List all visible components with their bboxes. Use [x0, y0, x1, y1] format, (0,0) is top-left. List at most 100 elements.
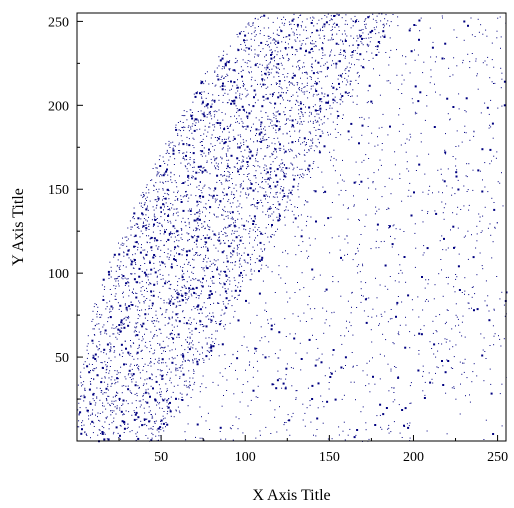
scatter-point	[178, 304, 180, 306]
scatter-point	[156, 204, 158, 206]
scatter-point	[282, 170, 284, 172]
scatter-point	[274, 50, 276, 52]
scatter-point	[485, 358, 487, 359]
scatter-point	[230, 116, 232, 118]
scatter-point	[311, 19, 313, 21]
scatter-point	[333, 311, 335, 313]
scatter-point	[276, 196, 278, 198]
scatter-point	[249, 150, 252, 153]
scatter-point	[135, 281, 137, 283]
scatter-point	[292, 367, 294, 369]
scatter-point	[368, 37, 370, 39]
scatter-point	[350, 96, 352, 97]
scatter-point	[297, 95, 299, 97]
scatter-point	[284, 216, 286, 218]
scatter-point	[227, 148, 229, 150]
scatter-point	[170, 254, 172, 256]
scatter-point	[180, 130, 181, 132]
scatter-point	[293, 13, 295, 15]
scatter-point	[203, 206, 205, 208]
scatter-point	[204, 169, 207, 172]
scatter-point	[148, 235, 150, 237]
scatter-point	[296, 66, 297, 68]
scatter-point	[121, 327, 123, 329]
scatter-point	[293, 337, 296, 340]
scatter-point	[217, 266, 218, 268]
scatter-point	[227, 268, 229, 270]
scatter-point	[347, 253, 348, 255]
scatter-point	[248, 22, 250, 24]
scatter-point	[270, 236, 272, 238]
scatter-point	[153, 223, 155, 226]
scatter-point	[305, 72, 307, 74]
scatter-point	[407, 195, 409, 197]
scatter-point	[218, 56, 220, 58]
scatter-point	[272, 204, 274, 205]
scatter-point	[130, 228, 132, 230]
scatter-point	[438, 191, 440, 193]
scatter-point	[186, 143, 188, 144]
scatter-point	[179, 120, 181, 122]
scatter-point	[367, 177, 369, 179]
scatter-point	[144, 345, 146, 347]
scatter-point	[166, 282, 168, 284]
scatter-point	[247, 188, 249, 190]
scatter-point	[204, 184, 206, 186]
scatter-point	[111, 422, 113, 424]
scatter-point	[414, 85, 417, 88]
scatter-point	[266, 179, 268, 180]
scatter-point	[222, 119, 224, 121]
scatter-point	[84, 431, 86, 433]
scatter-point	[165, 311, 167, 313]
scatter-point	[158, 159, 160, 161]
scatter-point	[236, 87, 237, 89]
scatter-point	[146, 328, 148, 330]
scatter-point	[273, 117, 275, 119]
scatter-point	[483, 439, 485, 440]
scatter-point	[262, 83, 265, 86]
scatter-point	[128, 373, 130, 375]
scatter-point	[341, 76, 343, 78]
scatter-point	[168, 302, 171, 305]
scatter-point	[183, 110, 185, 112]
scatter-point	[106, 365, 108, 367]
scatter-point	[441, 343, 443, 345]
scatter-point	[164, 163, 166, 164]
scatter-point	[135, 262, 136, 264]
scatter-point	[169, 280, 170, 282]
scatter-point	[318, 117, 320, 119]
scatter-point	[256, 258, 258, 260]
scatter-point	[304, 112, 306, 114]
scatter-point	[325, 76, 327, 78]
scatter-point	[172, 391, 174, 393]
scatter-point	[435, 330, 437, 331]
scatter-point	[162, 422, 165, 425]
scatter-point	[195, 253, 196, 255]
scatter-point	[423, 61, 425, 63]
scatter-point	[178, 278, 180, 280]
scatter-point	[182, 122, 184, 123]
scatter-point	[205, 97, 207, 99]
scatter-point	[134, 393, 136, 395]
scatter-point	[226, 235, 228, 237]
scatter-point	[175, 124, 177, 126]
scatter-point	[225, 76, 227, 77]
scatter-point	[467, 258, 469, 260]
scatter-point	[189, 164, 191, 166]
scatter-point	[192, 347, 194, 349]
scatter-point	[340, 134, 342, 136]
scatter-point	[298, 105, 300, 106]
scatter-point	[236, 163, 238, 165]
scatter-point	[288, 34, 291, 37]
scatter-point	[147, 437, 149, 439]
scatter-point	[253, 204, 255, 206]
scatter-point	[219, 321, 221, 322]
scatter-point	[218, 302, 220, 304]
scatter-point	[199, 210, 201, 212]
scatter-point	[260, 248, 262, 250]
scatter-point	[188, 386, 190, 388]
scatter-point	[271, 120, 273, 122]
scatter-point	[202, 324, 204, 325]
scatter-point	[155, 376, 157, 378]
scatter-point	[197, 212, 199, 214]
